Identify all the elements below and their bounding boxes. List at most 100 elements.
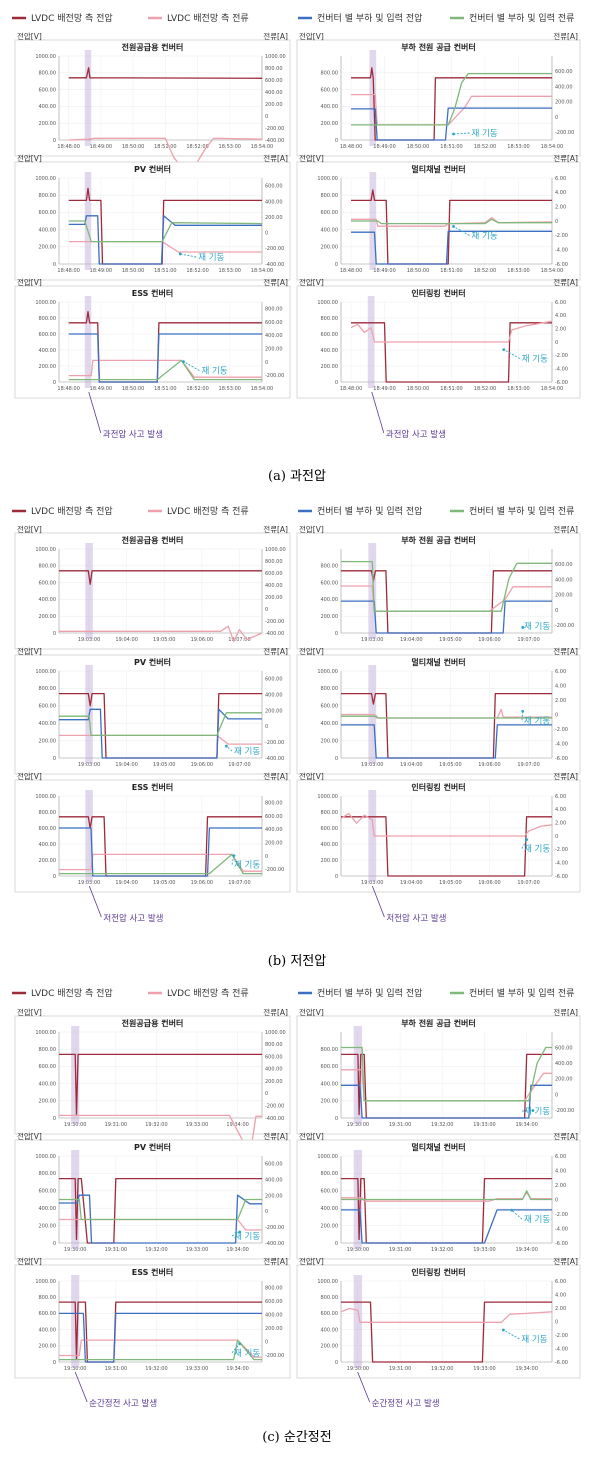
- y-tick-label: 400.00: [39, 348, 57, 354]
- y-tick-label: 600.00: [39, 210, 57, 216]
- restart-arrowhead: [501, 1328, 505, 1332]
- y2-tick-label: 600.00: [265, 1299, 283, 1305]
- x-tick-label: 18:52:00: [474, 144, 496, 150]
- y2-tick-label: -6.00: [555, 756, 568, 762]
- y-tick-label: 0: [53, 262, 56, 268]
- y-axis-label: 전압[V]: [17, 277, 42, 287]
- event-label: 순간정전 사고 발생: [89, 1398, 157, 1409]
- x-tick-label: 18:49:00: [90, 386, 112, 392]
- series-line: [341, 1190, 552, 1201]
- x-tick-label: 19:30:00: [347, 1247, 369, 1253]
- y-axis-label: 전압[V]: [299, 771, 324, 781]
- y2-tick-label: 400.00: [265, 827, 283, 833]
- y2-tick-label: 600.00: [265, 184, 283, 190]
- y2-tick-label: 6.00: [555, 300, 566, 306]
- y2-tick-label: 2.00: [555, 698, 566, 704]
- x-tick-label: 18:48:00: [340, 386, 362, 392]
- x-tick-label: 18:51:00: [154, 386, 176, 392]
- y2-tick-label: -6.00: [555, 1360, 568, 1366]
- y-tick-label: 600.00: [39, 1311, 57, 1317]
- legend-label: LVDC 배전망 측 전류: [167, 13, 249, 24]
- y2-tick-label: 600.00: [265, 1162, 283, 1168]
- panel-frame: [14, 532, 291, 650]
- event-arrow: [74, 1371, 88, 1403]
- x-tick-label: 19:05:00: [439, 762, 461, 768]
- restart-arrow: [183, 361, 200, 371]
- legend-label: 컨버터 별 부하 및 입력 전압: [317, 12, 422, 24]
- y2-tick-label: -2.00: [555, 1333, 568, 1339]
- x-tick-label: 19:05:00: [153, 762, 175, 768]
- panel-frame: [14, 285, 291, 399]
- series-line: [59, 853, 262, 875]
- legend: LVDC 배전망 측 전압 LVDC 배전망 측 전류 컨버터 별 부하 및 입력 …: [12, 987, 574, 999]
- event-band: [353, 1275, 363, 1368]
- y2-tick-label: -200.00: [265, 740, 284, 746]
- y-tick-label: 1000.00: [317, 300, 338, 306]
- y-tick-label: 600.00: [321, 580, 339, 586]
- x-tick-label: 19:07:00: [228, 762, 250, 768]
- event-arrow: [88, 885, 102, 918]
- series-line: [351, 107, 552, 141]
- series-line: [340, 812, 553, 837]
- y2-tick-label: 200.00: [265, 1326, 283, 1332]
- restart-label: 재 기동: [201, 367, 227, 377]
- y2-tick-label: 0: [555, 712, 558, 718]
- y-tick-label: 400.00: [321, 1206, 339, 1212]
- panel-frame: [296, 39, 581, 157]
- x-tick-label: 18:50:00: [122, 386, 144, 392]
- restart-label: 재 기동: [234, 1349, 260, 1359]
- y-tick-label: 1000.00: [317, 669, 338, 675]
- x-tick-label: 18:51:00: [154, 268, 176, 274]
- y2-tick-label: 800.00: [265, 800, 283, 806]
- panel-title: 부하 전원 공급 컨버터: [401, 1018, 476, 1028]
- y2-tick-label: 0: [555, 219, 558, 225]
- x-tick-label: 19:33:00: [473, 1366, 495, 1372]
- y2-tick-label: 0: [265, 360, 268, 366]
- y-tick-label: 200.00: [39, 1344, 57, 1350]
- panel-frame: [296, 654, 581, 775]
- x-tick-label: 18:53:00: [507, 386, 529, 392]
- y-tick-label: 1000.00: [317, 1279, 338, 1285]
- x-tick-label: 19:31:00: [389, 1366, 411, 1372]
- y-tick-label: 200.00: [39, 738, 57, 744]
- x-tick-label: 19:34:00: [226, 1366, 248, 1372]
- x-tick-label: 19:30:00: [64, 1247, 86, 1253]
- y2-tick-label: 0: [555, 834, 558, 840]
- y2-tick-label: -400.00: [265, 631, 284, 637]
- x-tick-label: 18:53:00: [219, 268, 241, 274]
- panel-title: 부하 전원 공급 컨버터: [401, 535, 476, 545]
- x-tick-label: 18:48:00: [340, 268, 362, 274]
- y-axis-label: 전압[V]: [17, 153, 42, 163]
- y-tick-label: 200.00: [321, 614, 339, 620]
- y2-tick-label: -200.00: [555, 1108, 574, 1114]
- y2-tick-label: 800.00: [265, 66, 283, 72]
- y2-tick-label: -200.00: [555, 623, 574, 629]
- y-tick-label: 800.00: [321, 1047, 339, 1053]
- x-tick-label: 19:33:00: [473, 1122, 495, 1128]
- y2-tick-label: 0: [265, 854, 268, 860]
- y2-tick-label: 1000.00: [265, 1030, 286, 1036]
- y2-tick-label: -4.00: [555, 366, 568, 372]
- series-line: [341, 692, 552, 759]
- restart-arrow: [521, 839, 528, 849]
- y-tick-label: 0: [53, 380, 56, 386]
- y2-axis-label: 전류[A]: [263, 1007, 288, 1017]
- y-tick-label: 200.00: [321, 245, 339, 251]
- legend: LVDC 배전망 측 전압 LVDC 배전망 측 전류 컨버터 별 부하 및 입력 …: [12, 505, 574, 517]
- y2-tick-label: 4.00: [555, 313, 566, 319]
- panel: PV 컨버터 전압[V] 전류[A] 0 200.00 400.00 600.00 800.0…: [14, 1131, 291, 1260]
- y2-axis-label: 전류[A]: [263, 277, 288, 287]
- y2-tick-label: 0: [265, 1091, 268, 1097]
- y-tick-label: 400.00: [321, 1327, 339, 1333]
- y-tick-label: 600.00: [321, 1064, 339, 1070]
- y2-tick-label: -200.00: [265, 1353, 284, 1359]
- restart-arrow: [231, 1231, 240, 1237]
- figure-caption: (c) 순간정전: [262, 1430, 331, 1445]
- x-tick-label: 19:03:00: [78, 762, 100, 768]
- restart-arrowhead: [452, 225, 455, 228]
- y-tick-label: 1000.00: [35, 54, 56, 60]
- restart-arrowhead: [452, 132, 455, 136]
- x-tick-label: 19:34:00: [226, 1247, 248, 1253]
- y-axis-label: 전압[V]: [17, 1256, 42, 1266]
- panel-title: PV 컨버터: [134, 657, 171, 667]
